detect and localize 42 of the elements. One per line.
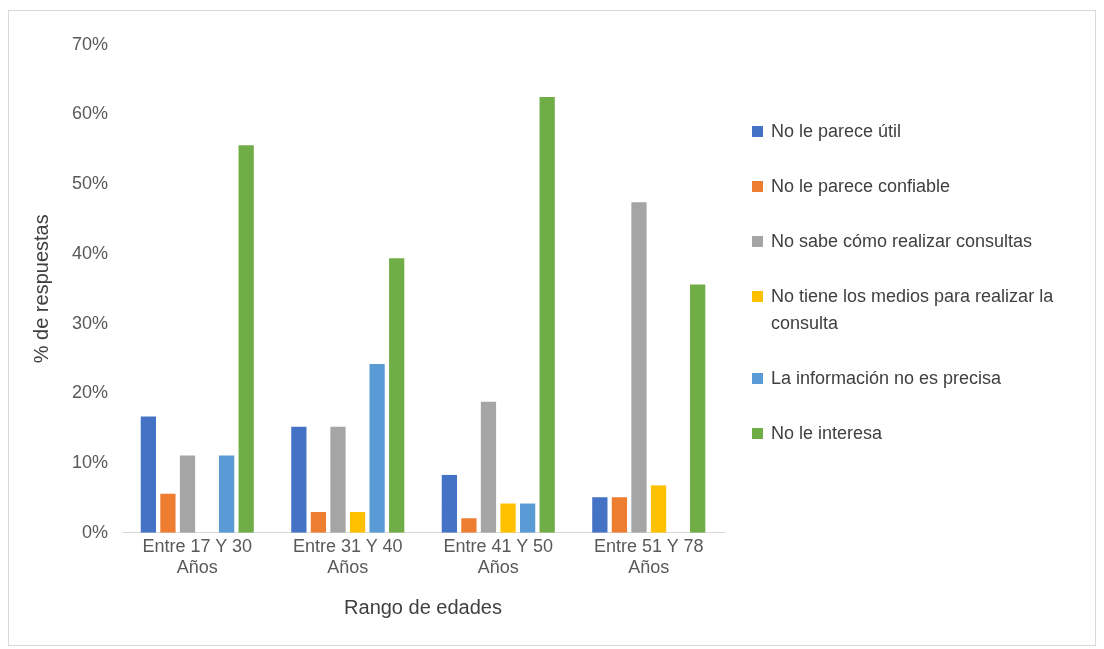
- bar: [140, 416, 156, 533]
- bar: [650, 485, 667, 533]
- bar: [500, 503, 516, 533]
- x-tick-label: Entre 51 Y 78 Años: [594, 535, 704, 578]
- bar: [539, 97, 555, 533]
- y-tick-label: 30%: [72, 312, 109, 333]
- y-tick-label: 50%: [72, 173, 109, 194]
- bar: [349, 511, 366, 533]
- x-tick-label: Entre 17 Y 30 Años: [142, 535, 252, 578]
- legend-label: No le parece útil: [771, 120, 902, 143]
- y-tick-label: 0%: [82, 521, 109, 542]
- bar: [441, 474, 457, 533]
- bar: [369, 364, 385, 533]
- bar: [310, 511, 327, 533]
- legend-label: No le parece confiable: [771, 175, 951, 198]
- legend-label: No sabe cómo realizar consultas: [771, 230, 1033, 253]
- x-axis-title: Rango de edades: [344, 595, 502, 618]
- bar: [291, 426, 307, 533]
- y-tick-label: 60%: [72, 103, 109, 124]
- y-tick-label: 70%: [72, 33, 109, 54]
- bar: [631, 202, 647, 533]
- bar: [330, 426, 346, 533]
- legend-label: No le interesa: [771, 422, 883, 445]
- y-axis-title: % de respuestas: [29, 214, 52, 364]
- x-tick-label: Entre 31 Y 40 Años: [293, 535, 403, 578]
- bar: [592, 497, 608, 533]
- bar: [461, 518, 477, 533]
- y-tick-label: 10%: [72, 452, 109, 473]
- x-tick-label: Entre 41 Y 50 Años: [443, 535, 553, 578]
- bar: [238, 145, 254, 533]
- y-tick-label: 40%: [72, 242, 109, 263]
- bar: [611, 497, 628, 533]
- bar: [519, 503, 536, 533]
- bar: [179, 455, 196, 533]
- bar: [389, 258, 405, 533]
- legend-label: No tiene los medios para realizar la consulta: [771, 285, 1055, 335]
- bar: [218, 455, 235, 533]
- y-tick-label: 20%: [72, 382, 109, 403]
- bar: [160, 493, 176, 533]
- bar: [690, 284, 706, 533]
- legend-label: La información no es precisa: [771, 367, 1002, 390]
- bar: [480, 401, 497, 533]
